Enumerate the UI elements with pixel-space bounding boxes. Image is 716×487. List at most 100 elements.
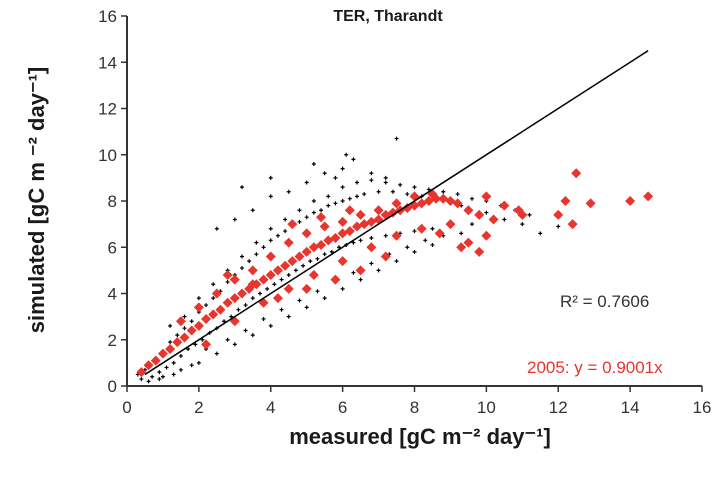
- data-point-2005: [481, 191, 492, 202]
- data-point-2005: [247, 279, 258, 290]
- data-point-black: [322, 252, 327, 257]
- data-point-2005: [229, 274, 240, 285]
- data-point-black: [333, 175, 338, 180]
- y-tick-label: 2: [108, 331, 117, 350]
- data-point-black: [308, 259, 313, 264]
- data-point-black: [268, 323, 273, 328]
- data-point-black: [459, 231, 464, 236]
- data-point-2005: [463, 205, 474, 216]
- data-point-black: [214, 226, 219, 231]
- data-point-black: [236, 307, 241, 312]
- data-point-black: [297, 298, 302, 303]
- data-point-2005: [643, 191, 654, 202]
- data-point-black: [182, 326, 187, 331]
- data-point-black: [250, 296, 255, 301]
- plot-points: [135, 136, 654, 384]
- regression-equation-annotation: 2005: y = 0.9001x: [527, 358, 663, 377]
- data-point-black: [254, 240, 259, 245]
- y-tick-label: 10: [98, 146, 117, 165]
- data-point-2005: [272, 265, 283, 276]
- data-point-2005: [434, 228, 445, 239]
- data-point-black: [186, 347, 191, 351]
- data-point-2005: [481, 230, 492, 241]
- data-point-black: [279, 307, 284, 312]
- data-point-black: [229, 314, 234, 319]
- data-point-black: [178, 353, 183, 358]
- data-point-black: [441, 189, 446, 194]
- data-point-black: [214, 351, 219, 356]
- data-point-2005: [258, 274, 269, 285]
- data-point-black: [283, 217, 288, 222]
- x-tick-label: 10: [477, 398, 496, 417]
- data-point-2005: [499, 200, 510, 211]
- data-point-black: [189, 319, 194, 324]
- data-point-2005: [211, 288, 222, 299]
- data-point-black: [150, 374, 155, 379]
- data-point-2005: [391, 198, 402, 209]
- data-point-black: [157, 377, 162, 382]
- data-point-2005: [330, 233, 341, 243]
- data-point-black: [520, 222, 525, 227]
- data-point-2005: [208, 309, 219, 320]
- data-point-black: [171, 372, 176, 377]
- data-point-2005: [265, 270, 276, 280]
- data-point-black: [337, 245, 342, 250]
- data-point-black: [340, 185, 345, 190]
- data-point-black: [211, 296, 216, 301]
- data-point-black: [286, 273, 291, 277]
- x-tick-label: 8: [410, 398, 419, 417]
- data-point-black: [160, 374, 165, 379]
- data-point-black: [297, 208, 302, 213]
- reference-line-group: [144, 50, 649, 376]
- data-point-2005: [193, 320, 204, 331]
- data-point-black: [355, 180, 359, 185]
- y-tick-label: 12: [98, 100, 117, 119]
- data-point-black: [232, 217, 237, 222]
- data-point-black: [405, 245, 410, 250]
- data-point-2005: [287, 256, 298, 267]
- data-point-black: [383, 180, 388, 185]
- data-point-black: [257, 291, 262, 296]
- data-point-2005: [287, 219, 298, 230]
- data-point-black: [250, 208, 255, 213]
- data-point-2005: [186, 325, 197, 336]
- data-point-black: [455, 192, 460, 197]
- data-point-black: [146, 379, 151, 384]
- data-point-2005: [222, 270, 233, 280]
- data-point-black: [315, 256, 320, 261]
- data-point-black: [556, 224, 561, 229]
- x-tick-label: 14: [621, 398, 640, 417]
- data-point-black: [268, 175, 273, 180]
- data-point-black: [283, 229, 288, 234]
- data-point-black: [168, 340, 173, 345]
- data-point-2005: [272, 293, 283, 304]
- y-axis-label: simulated [gC m ⁻² day⁻¹]: [24, 67, 49, 333]
- data-point-2005: [373, 205, 384, 216]
- y-tick-label: 16: [98, 7, 117, 26]
- data-point-black: [358, 238, 363, 243]
- data-point-2005: [456, 242, 467, 253]
- data-point-2005: [258, 297, 269, 308]
- data-point-black: [139, 377, 144, 382]
- data-point-black: [311, 162, 316, 166]
- data-point-black: [204, 303, 209, 308]
- data-point-black: [304, 305, 309, 310]
- data-point-black: [319, 208, 324, 213]
- data-point-black: [369, 261, 374, 266]
- data-point-2005: [247, 265, 258, 276]
- data-point-black: [358, 277, 363, 282]
- data-point-2005: [553, 209, 564, 220]
- data-point-black: [293, 268, 298, 273]
- data-point-black: [470, 196, 474, 201]
- data-point-black: [369, 171, 374, 176]
- data-point-2005: [222, 297, 233, 308]
- data-point-2005: [337, 216, 348, 227]
- data-point-black: [301, 263, 306, 268]
- data-point-2005: [409, 191, 420, 202]
- axis-ticks: 0 2 4 6 8 10 12 14 16 0 2 4 6 8 10 12 14 16: [98, 7, 711, 417]
- data-point-black: [268, 238, 273, 243]
- data-point-black: [369, 178, 374, 183]
- data-point-black: [430, 226, 435, 231]
- data-point-2005: [380, 251, 391, 262]
